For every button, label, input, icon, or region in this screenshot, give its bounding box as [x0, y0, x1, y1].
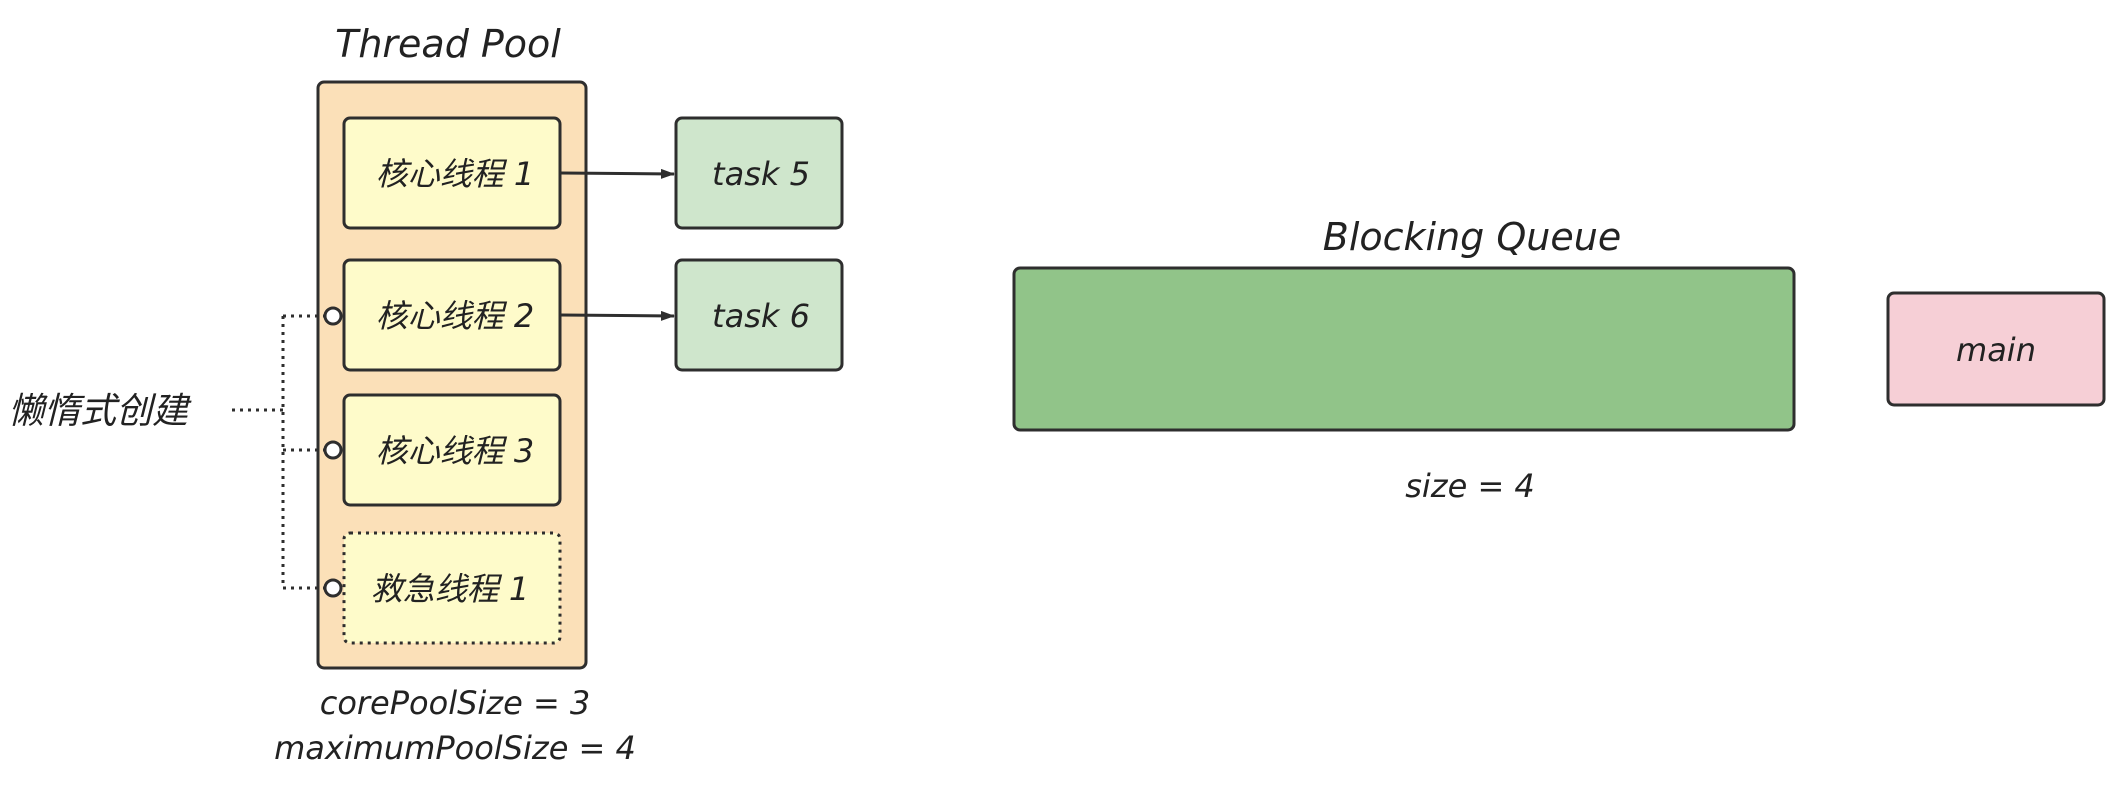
thread-emergency-1-label: 救急线程 1 [371, 570, 530, 608]
blocking-queue-box [1012, 266, 1796, 432]
thread-core-1: 核心线程 1 [342, 116, 562, 230]
thread-core-1-label: 核心线程 1 [376, 155, 535, 193]
arrow-thread2-to-task6 [560, 310, 675, 321]
arrow-thread1-to-task5 [560, 168, 675, 179]
connector-node-thread-3 [323, 440, 343, 460]
task-5-label: task 5 [712, 155, 810, 193]
thread-core-2-label: 核心线程 2 [376, 297, 535, 335]
thread-core-2: 核心线程 2 [342, 258, 562, 372]
lazy-creation-label: 懒惰式创建 [8, 391, 192, 432]
thread-pool-title: Thread Pool [335, 22, 561, 66]
connector-node-thread-2 [323, 306, 343, 326]
main-label: main [1956, 331, 2036, 369]
maximum-pool-size-label: maximumPoolSize = 4 [274, 729, 636, 767]
main-box: main [1886, 291, 2106, 407]
thread-emergency-1: 救急线程 1 [342, 531, 562, 645]
connector-node-emergency-1 [323, 578, 343, 598]
task-6: task 6 [674, 258, 844, 372]
core-pool-size-label: corePoolSize = 3 [320, 684, 591, 722]
blocking-queue-title: Blocking Queue [1323, 215, 1621, 259]
task-6-label: task 6 [712, 297, 810, 335]
blocking-queue-size-label: size = 4 [1405, 467, 1535, 505]
thread-core-3: 核心线程 3 [342, 393, 562, 507]
task-5: task 5 [674, 116, 844, 230]
lazy-creation-connector [232, 314, 324, 590]
thread-core-3-label: 核心线程 3 [376, 432, 535, 470]
